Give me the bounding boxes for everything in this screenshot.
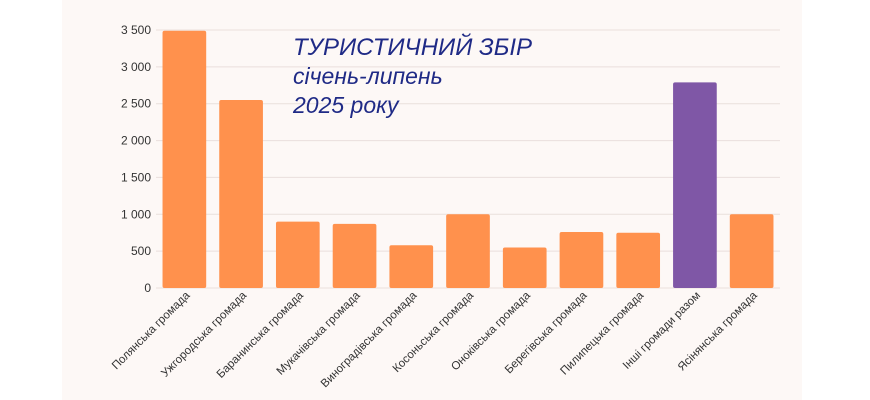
y-tick-label: 1 000 — [121, 207, 151, 221]
y-tick-label: 2 000 — [121, 134, 151, 148]
bars — [162, 30, 774, 289]
bar — [616, 232, 661, 288]
y-tick-label: 2 500 — [121, 97, 151, 111]
title-line-3: 2025 року — [292, 92, 400, 118]
bar — [275, 221, 320, 288]
bar — [446, 214, 490, 288]
y-tick-label: 3 500 — [121, 23, 151, 37]
bar — [729, 214, 774, 288]
y-tick-label: 500 — [131, 244, 151, 258]
bar — [502, 247, 547, 288]
bar — [673, 82, 717, 288]
title-line-2: січень-липень — [293, 63, 443, 89]
bar — [559, 231, 604, 288]
chart-title: ТУРИСТИЧНИЙ ЗБІР січень-липень 2025 року — [292, 33, 532, 118]
bar — [219, 100, 263, 289]
title-line-1: ТУРИСТИЧНИЙ ЗБІР — [293, 33, 532, 61]
y-tick-label: 3 000 — [121, 60, 151, 74]
bar — [389, 245, 434, 288]
bar — [332, 223, 377, 288]
y-axis-ticks: 0 500 1 000 1 500 2 000 2 500 3 000 3 500 — [121, 23, 151, 295]
bar — [162, 30, 207, 288]
y-tick-label: 0 — [144, 281, 151, 295]
y-tick-label: 1 500 — [121, 170, 151, 184]
